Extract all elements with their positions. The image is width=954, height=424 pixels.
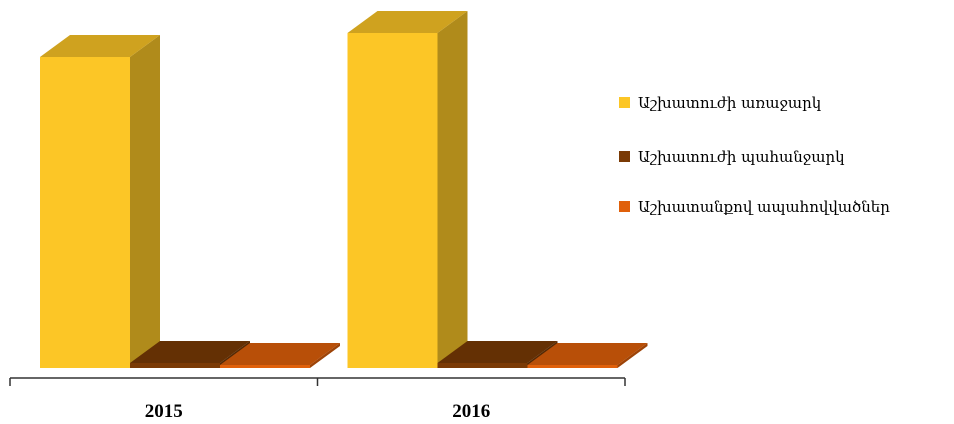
x-tick-label: 2015 [145, 401, 183, 422]
x-tick-label: 2016 [452, 401, 490, 422]
legend-label: Աշխատանքով ապահովվածներ [638, 198, 890, 216]
bar [40, 35, 160, 368]
bar-top [527, 343, 648, 365]
bar-front [40, 57, 130, 368]
bar [347, 11, 468, 368]
legend-swatch [619, 151, 630, 162]
bar-side [437, 11, 468, 368]
bar-top [347, 11, 468, 33]
bar-front [347, 33, 438, 368]
bar-front [220, 365, 310, 368]
bar-top [130, 341, 250, 363]
bar-front [437, 363, 528, 368]
legend-label: Աշխատուժի առաջարկ [638, 94, 821, 112]
legend-swatch [619, 97, 630, 108]
bar-side [130, 35, 160, 368]
bar [527, 343, 648, 368]
bar-side [617, 343, 648, 368]
bar-side [310, 343, 340, 368]
bar-front [527, 365, 618, 368]
bar-top [220, 343, 340, 365]
legend-label: Աշխատուժի պահանջարկ [638, 148, 845, 166]
bar-top [437, 341, 558, 363]
bar-front [130, 363, 220, 368]
bar [220, 343, 340, 368]
legend-swatch [619, 201, 630, 212]
bar-top [40, 35, 160, 57]
